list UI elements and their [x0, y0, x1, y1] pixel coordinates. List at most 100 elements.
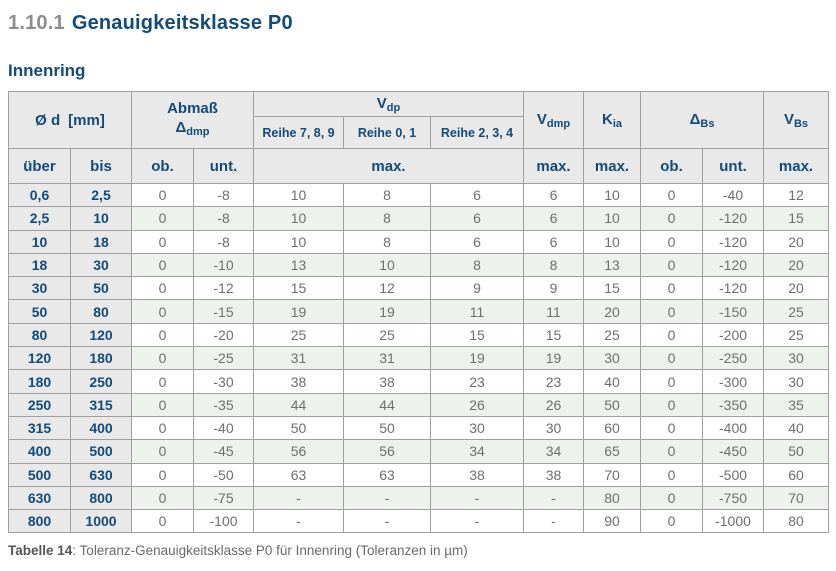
value-cell: 0	[131, 182, 195, 208]
diameter-cell: 800	[8, 509, 71, 534]
value-cell: 80	[763, 509, 830, 534]
value-cell: 0	[640, 346, 704, 371]
table-row: 18 30 0 -10 13 10 8 8 13 0 -120 20	[8, 252, 830, 278]
value-cell: -	[523, 485, 585, 511]
table-row: 0,6 2,5 0 -8 10 8 6 6 10 0 -40 12	[8, 182, 830, 208]
diameter-cell: 2,5	[8, 206, 71, 231]
diameter-cell: 180	[69, 346, 133, 371]
value-cell: 56	[253, 439, 345, 464]
header-vdmp: Vdmp	[523, 91, 585, 149]
value-cell: 44	[343, 392, 432, 417]
value-cell: 20	[763, 229, 830, 254]
value-cell: -750	[702, 485, 765, 511]
diameter-cell: 800	[69, 485, 133, 511]
diameter-cell: 250	[69, 369, 133, 394]
diameter-cell: 630	[8, 485, 71, 511]
value-cell: 8	[343, 206, 432, 231]
diameter-cell: 0,6	[8, 182, 71, 208]
value-cell: 6	[430, 206, 525, 231]
value-cell: -100	[193, 509, 255, 534]
table-header: Ø d [mm] Abmaß Δdmp Vdp Vdmp Kia ΔBs VBs …	[7, 91, 830, 184]
value-cell: 40	[763, 415, 830, 441]
value-cell: -30	[193, 369, 255, 394]
table-caption-label: Tabelle 14	[8, 543, 73, 559]
value-cell: -120	[702, 229, 765, 254]
value-cell: 0	[131, 509, 195, 534]
value-cell: 0	[131, 415, 195, 441]
value-cell: -	[430, 485, 525, 511]
value-cell: -8	[193, 206, 255, 231]
value-cell: 6	[430, 229, 525, 254]
value-cell: 15	[763, 206, 830, 231]
value-cell: 23	[430, 369, 525, 394]
value-cell: -8	[193, 182, 255, 208]
header-max-vdp: max.	[253, 148, 525, 184]
value-cell: 6	[523, 206, 585, 231]
value-cell: 20	[763, 252, 830, 278]
value-cell: 19	[523, 346, 585, 371]
value-cell: -75	[193, 485, 255, 511]
value-cell: -250	[702, 346, 765, 371]
value-cell: -40	[702, 182, 765, 208]
value-cell: 19	[430, 346, 525, 371]
value-cell: -	[253, 485, 345, 511]
value-cell: 10	[253, 182, 345, 208]
value-cell: 50	[763, 439, 830, 464]
value-cell: -	[253, 509, 345, 534]
value-cell: 34	[430, 439, 525, 464]
value-cell: 10	[583, 206, 642, 231]
value-cell: 30	[763, 346, 830, 371]
diameter-cell: 180	[8, 369, 71, 394]
value-cell: -8	[193, 229, 255, 254]
header-bis: bis	[69, 148, 133, 184]
value-cell: 0	[640, 369, 704, 394]
header-vbs: VBs	[763, 91, 830, 149]
diameter-cell: 500	[69, 439, 133, 464]
header-abmass-line1: Abmaß	[167, 100, 218, 118]
table-row: 120 180 0 -25 31 31 19 19 30 0 -250 30	[8, 346, 830, 371]
value-cell: 80	[583, 485, 642, 511]
value-cell: 56	[343, 439, 432, 464]
value-cell: 12	[763, 182, 830, 208]
value-cell: 0	[640, 182, 704, 208]
table-row: 400 500 0 -45 56 56 34 34 65 0 -450 50	[8, 439, 830, 464]
value-cell: 0	[640, 229, 704, 254]
value-cell: 15	[430, 322, 525, 348]
value-cell: 19	[343, 299, 432, 324]
diameter-cell: 630	[69, 462, 133, 487]
value-cell: 0	[640, 206, 704, 231]
header-diameter: Ø d [mm]	[7, 91, 133, 149]
value-cell: 0	[640, 415, 704, 441]
value-cell: 10	[343, 252, 432, 278]
value-cell: 34	[523, 439, 585, 464]
value-cell: 38	[523, 462, 585, 487]
value-cell: -150	[702, 299, 765, 324]
value-cell: 38	[253, 369, 345, 394]
value-cell: 6	[523, 229, 585, 254]
diameter-cell: 50	[69, 276, 133, 301]
value-cell: 20	[583, 299, 642, 324]
value-cell: 38	[430, 462, 525, 487]
table-row: 315 400 0 -40 50 50 30 30 60 0 -400 40	[8, 415, 830, 441]
value-cell: 63	[253, 462, 345, 487]
value-cell: 60	[583, 415, 642, 441]
tolerance-table: Ø d [mm] Abmaß Δdmp Vdp Vdmp Kia ΔBs VBs …	[7, 91, 830, 534]
value-cell: 0	[131, 462, 195, 487]
value-cell: 6	[523, 182, 585, 208]
header-vdp: Vdp	[253, 91, 525, 117]
table-row: 630 800 0 -75- - - -80 0 -750 70	[8, 485, 830, 511]
value-cell: 10	[583, 182, 642, 208]
table-row: 800 1000 0 -100- - - -90 0 -1000 80	[8, 509, 830, 534]
value-cell: 13	[253, 252, 345, 278]
value-cell: -35	[193, 392, 255, 417]
value-cell: -50	[193, 462, 255, 487]
diameter-cell: 30	[69, 252, 133, 278]
table-row: 30 50 0 -12 15 12 9 9 15 0 -120 20	[8, 276, 830, 301]
value-cell: 0	[131, 322, 195, 348]
value-cell: -500	[702, 462, 765, 487]
diameter-cell: 10	[8, 229, 71, 254]
subtitle-innenring: Innenring	[8, 61, 86, 80]
value-cell: 0	[131, 439, 195, 464]
value-cell: -350	[702, 392, 765, 417]
value-cell: 15	[583, 276, 642, 301]
